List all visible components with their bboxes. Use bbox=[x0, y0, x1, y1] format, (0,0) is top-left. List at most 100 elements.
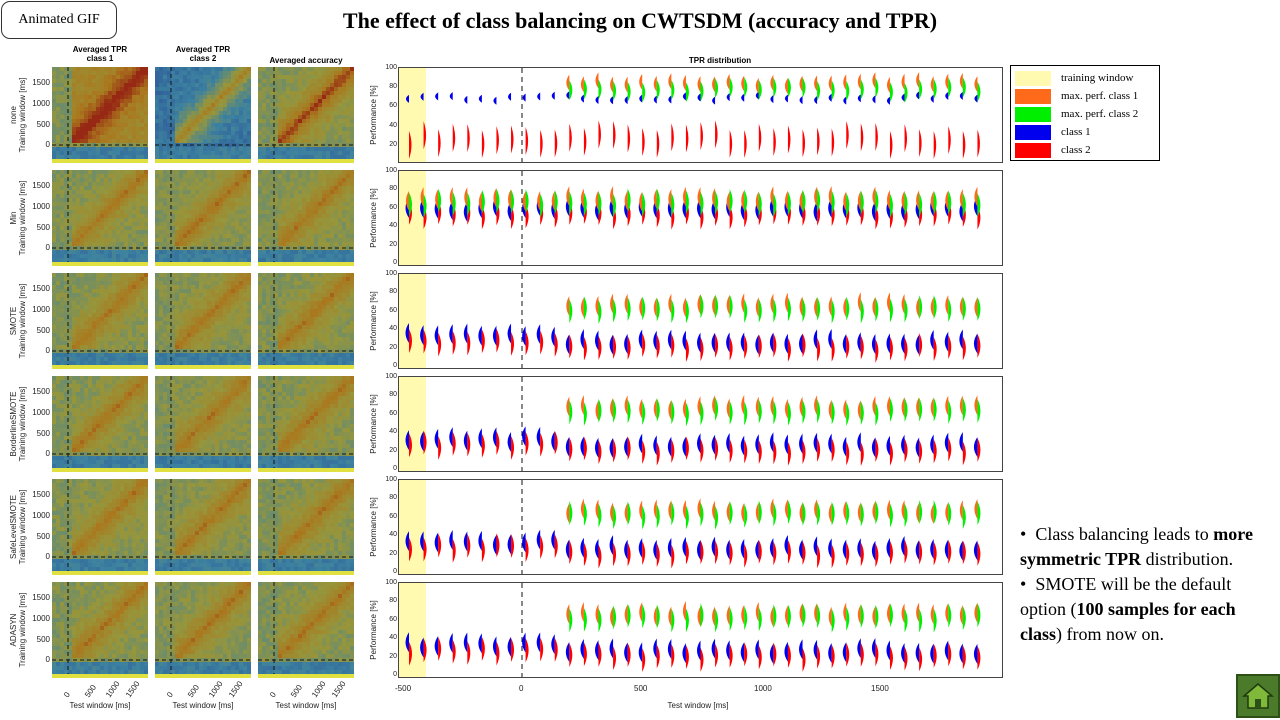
tpr-ytick: 100 bbox=[385, 270, 397, 277]
column-header-tpr-class2: Averaged TPR class 2 bbox=[155, 45, 251, 63]
note-text: Class balancing leads to bbox=[1035, 524, 1214, 544]
tpr-plot bbox=[398, 582, 1003, 678]
heatmap-panel bbox=[155, 376, 251, 472]
column-header-text: Averaged TPR class 1 bbox=[72, 45, 128, 63]
home-icon bbox=[1242, 683, 1274, 709]
note-1: • Class balancing leads to more symmetri… bbox=[1020, 524, 1253, 569]
tpr-ytick: 20 bbox=[389, 140, 397, 148]
row-label: SafeLevelSMOTE Training window [ms] bbox=[9, 479, 27, 575]
heatmap-xtick: 500 bbox=[289, 683, 305, 700]
slide-title: The effect of class balancing on CWTSDM … bbox=[342, 8, 938, 33]
tpr-ytick: 20 bbox=[389, 240, 397, 248]
row-label: ADASYN Training window [ms] bbox=[9, 582, 27, 678]
tpr-ytick: 80 bbox=[389, 185, 397, 193]
heatmap-ytick: 500 bbox=[36, 120, 50, 129]
tpr-xtick: 0 bbox=[519, 684, 524, 693]
tpr-ytick: 40 bbox=[389, 531, 397, 539]
heatmap-panel bbox=[258, 273, 354, 369]
notes: • Class balancing leads to more symmetri… bbox=[1020, 522, 1278, 647]
legend-swatch bbox=[1015, 70, 1051, 86]
heatmap-xtick: 1000 bbox=[207, 679, 225, 700]
heatmap-ytick: 1500 bbox=[32, 284, 50, 293]
tpr-ytick: 60 bbox=[389, 615, 397, 623]
tpr-ytick: 20 bbox=[389, 549, 397, 557]
heatmap-xtick: 1000 bbox=[104, 679, 122, 700]
tpr-ytick: 20 bbox=[389, 446, 397, 454]
legend-label: class 2 bbox=[1061, 144, 1091, 156]
tpr-ylabel: Performance [%] bbox=[369, 85, 378, 145]
tpr-ytick: 0 bbox=[393, 465, 397, 472]
tpr-ytick: 0 bbox=[393, 259, 397, 266]
animated-gif-button[interactable]: Animated GIF bbox=[1, 1, 117, 39]
tpr-ytick: 60 bbox=[389, 102, 397, 110]
heatmap-panel bbox=[155, 170, 251, 266]
column-header-text: Averaged accuracy bbox=[269, 56, 343, 65]
row-label: BorderlineSMOTE Training window [ms] bbox=[9, 376, 27, 472]
tpr-plot bbox=[398, 170, 1003, 266]
tpr-ytick: 20 bbox=[389, 343, 397, 351]
heatmap-xtick: 0 bbox=[165, 690, 175, 700]
heatmap-ytick: 0 bbox=[45, 140, 50, 149]
heatmap-ytick: 1500 bbox=[32, 490, 50, 499]
heatmap-ytick: 0 bbox=[45, 346, 50, 355]
heatmap-ytick: 0 bbox=[45, 552, 50, 561]
tpr-ylabel: Performance [%] bbox=[369, 394, 378, 454]
heatmap-ytick: 1000 bbox=[32, 305, 50, 314]
tpr-ylabel: Performance [%] bbox=[369, 600, 378, 660]
tpr-xtick: -500 bbox=[395, 684, 412, 693]
row-method: SafeLevelSMOTE bbox=[9, 494, 18, 560]
tpr-ytick: 0 bbox=[393, 671, 397, 678]
tpr-plot bbox=[398, 376, 1003, 472]
legend-swatch bbox=[1015, 88, 1051, 104]
heatmap-ytick: 500 bbox=[36, 326, 50, 335]
heatmap-ytick: 500 bbox=[36, 635, 50, 644]
tpr-distribution-title: TPR distribution bbox=[688, 56, 752, 65]
heatmap-panel bbox=[52, 479, 148, 575]
tpr-ytick: 80 bbox=[389, 288, 397, 296]
legend-item: class 2 bbox=[1015, 141, 1155, 159]
heatmap-xtick: 1000 bbox=[310, 679, 328, 700]
heatmap-xlabel: Test window [ms] bbox=[172, 701, 234, 710]
heatmap-ytick: 1500 bbox=[32, 387, 50, 396]
heatmap-xtick: 1500 bbox=[227, 679, 245, 700]
legend-item: max. perf. class 2 bbox=[1015, 105, 1155, 123]
heatmap-xtick: 500 bbox=[83, 683, 99, 700]
row-method: SMOTE bbox=[9, 306, 18, 336]
tpr-ytick: 40 bbox=[389, 428, 397, 436]
heatmap-xtick: 1500 bbox=[124, 679, 142, 700]
heatmap-panel bbox=[258, 582, 354, 678]
heatmap-ytick: 500 bbox=[36, 223, 50, 232]
column-header-accuracy: Averaged accuracy bbox=[258, 56, 354, 65]
heatmap-ytick: 1500 bbox=[32, 78, 50, 87]
heatmap-panel bbox=[258, 479, 354, 575]
tpr-plot bbox=[398, 273, 1003, 369]
tpr-ytick: 100 bbox=[385, 579, 397, 586]
tpr-ytick: 60 bbox=[389, 512, 397, 520]
note-text: distribution. bbox=[1141, 549, 1234, 569]
heatmap-panel bbox=[52, 170, 148, 266]
heatmap-xtick: 500 bbox=[186, 683, 202, 700]
legend-item: class 1 bbox=[1015, 123, 1155, 141]
home-button[interactable] bbox=[1236, 674, 1280, 718]
tpr-ytick: 60 bbox=[389, 203, 397, 211]
heatmap-panel bbox=[52, 376, 148, 472]
heatmap-panel bbox=[155, 273, 251, 369]
row-method: Min bbox=[9, 211, 18, 225]
legend-label: max. perf. class 1 bbox=[1061, 90, 1139, 102]
legend-swatch bbox=[1015, 142, 1051, 158]
heatmap-ytick: 500 bbox=[36, 429, 50, 438]
heatmap-panel bbox=[52, 273, 148, 369]
tpr-ytick: 40 bbox=[389, 325, 397, 333]
row-method: none bbox=[9, 106, 18, 124]
row-label: none Training window [ms] bbox=[9, 67, 27, 163]
heatmap-xlabel: Test window [ms] bbox=[275, 701, 337, 710]
column-header-tpr-class1: Averaged TPR class 1 bbox=[52, 45, 148, 63]
tpr-ytick: 0 bbox=[393, 568, 397, 575]
tpr-ytick: 40 bbox=[389, 634, 397, 642]
tpr-xlabel: Test window [ms] bbox=[667, 701, 729, 710]
heatmap-panel bbox=[155, 582, 251, 678]
heatmap-ytick: 1000 bbox=[32, 511, 50, 520]
tpr-ytick: 100 bbox=[385, 373, 397, 380]
tpr-xtick: 500 bbox=[634, 684, 648, 693]
heatmap-ytick: 0 bbox=[45, 243, 50, 252]
